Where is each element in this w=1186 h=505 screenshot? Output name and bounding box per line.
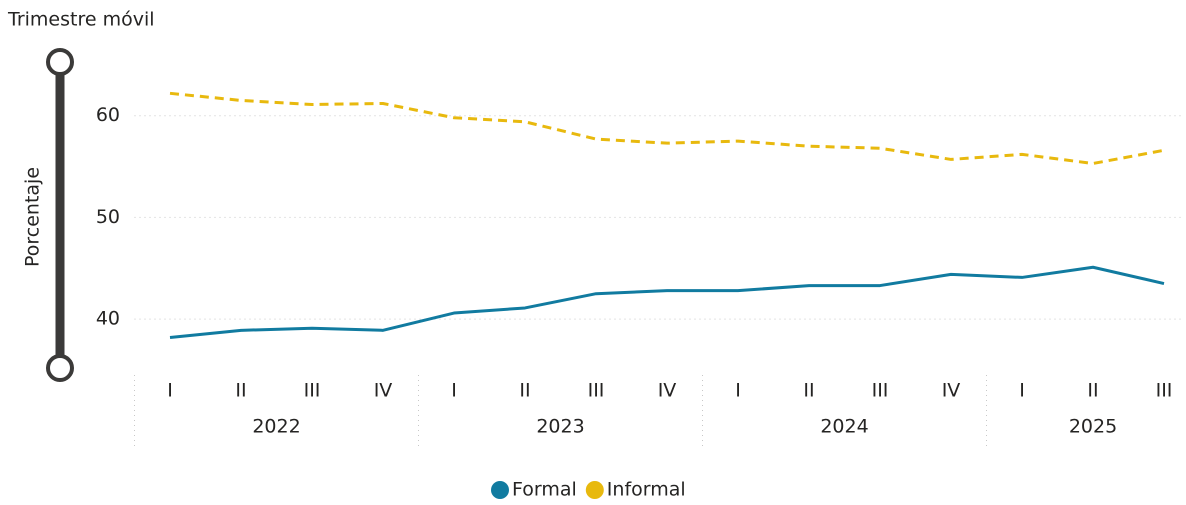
- series-line: [169, 265, 1165, 339]
- x-group-label: 2024: [820, 416, 868, 438]
- x-tick-label: II: [235, 380, 246, 402]
- chart-title: Trimestre móvil: [7, 9, 155, 31]
- x-group-label: 2025: [1069, 416, 1117, 438]
- legend-marker: [491, 481, 509, 499]
- y-tick-label: 50: [96, 206, 120, 228]
- range-slider[interactable]: [46, 48, 74, 382]
- x-tick-label: III: [1156, 380, 1173, 402]
- x-tick-label: IV: [942, 380, 961, 402]
- x-tick-label: I: [167, 380, 173, 402]
- legend: Formal Informal: [491, 479, 686, 501]
- legend-label: Formal: [512, 479, 577, 501]
- y-tick-label: 60: [96, 104, 120, 126]
- legend-label: Informal: [607, 479, 686, 501]
- y-axis-label: Porcentaje: [22, 167, 44, 267]
- x-group-label: 2023: [536, 416, 584, 438]
- slider-handle[interactable]: [46, 48, 74, 76]
- series-line: [169, 91, 1165, 165]
- x-tick-label: IV: [374, 380, 393, 402]
- y-tick-label: 40: [96, 308, 120, 330]
- x-tick-label: II: [519, 380, 530, 402]
- x-tick-label: II: [803, 380, 814, 402]
- x-tick-label: III: [872, 380, 889, 402]
- x-tick-label: I: [1019, 380, 1025, 402]
- slider-handle[interactable]: [46, 354, 74, 382]
- x-tick-label: III: [588, 380, 605, 402]
- x-tick-label: I: [735, 380, 741, 402]
- x-tick-label: IV: [658, 380, 677, 402]
- x-group-label: 2022: [252, 416, 300, 438]
- x-tick-label: I: [451, 380, 457, 402]
- x-tick-label: II: [1087, 380, 1098, 402]
- legend-marker: [585, 481, 604, 499]
- x-tick-label: III: [304, 380, 321, 402]
